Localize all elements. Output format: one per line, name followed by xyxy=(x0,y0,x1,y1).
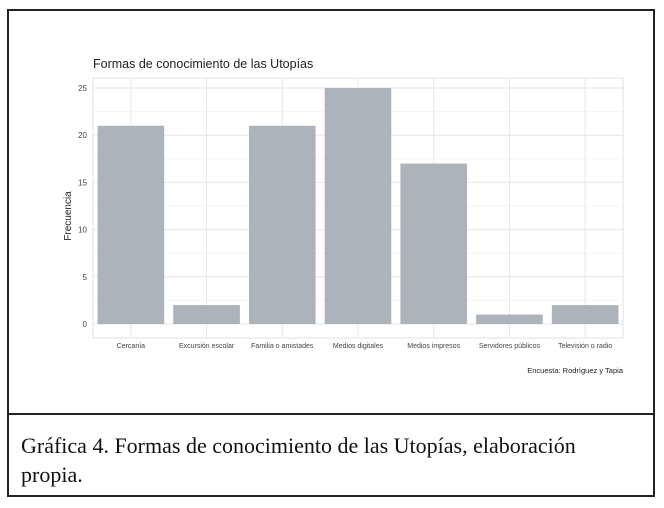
y-tick-label: 10 xyxy=(78,226,87,235)
bar-1 xyxy=(97,125,165,324)
x-tick-label: Servidores públicos xyxy=(479,343,541,350)
bar-3 xyxy=(248,125,316,324)
bar-2 xyxy=(173,305,240,324)
bar-5 xyxy=(400,163,468,324)
y-axis-label: Frecuencia xyxy=(63,191,74,241)
x-tick-label: Familia o amistades xyxy=(251,343,314,350)
x-tick-label: Televisión o radio xyxy=(558,343,612,350)
bar-4 xyxy=(324,88,392,324)
bar-6 xyxy=(476,314,543,324)
bars xyxy=(97,88,619,324)
figure-caption: Gráfica 4. Formas de conocimiento de las… xyxy=(21,433,576,487)
y-tick-label: 5 xyxy=(83,273,88,282)
x-tick-label: Medios impresos xyxy=(407,343,460,350)
figure-frame: Formas de conocimiento de las Utopías 0 5… xyxy=(7,9,655,497)
y-tick-label: 0 xyxy=(83,320,88,329)
bar-7 xyxy=(551,305,619,324)
chart-title: Formas de conocimiento de las Utopías xyxy=(93,57,313,71)
x-tick-labels: Cercanía Excursión escolar Familia o amist… xyxy=(117,343,613,350)
bar-chart: Formas de conocimiento de las Utopías 0 5… xyxy=(63,57,624,375)
y-tick-labels: 0 5 10 15 20 25 xyxy=(78,84,87,329)
chart-area: Formas de conocimiento de las Utopías 0 5… xyxy=(9,11,653,411)
y-tick-label: 20 xyxy=(78,131,87,140)
grid-lines xyxy=(92,77,624,339)
x-tick-label: Excursión escolar xyxy=(179,343,235,350)
source-note: Encuesta: Rodríguez y Tapia xyxy=(527,366,624,375)
x-tick-label: Cercanía xyxy=(117,343,146,350)
y-tick-label: 15 xyxy=(78,178,87,187)
x-tick-label: Medios digitales xyxy=(333,343,384,350)
y-tick-label: 25 xyxy=(78,84,87,93)
caption-divider xyxy=(9,413,653,415)
